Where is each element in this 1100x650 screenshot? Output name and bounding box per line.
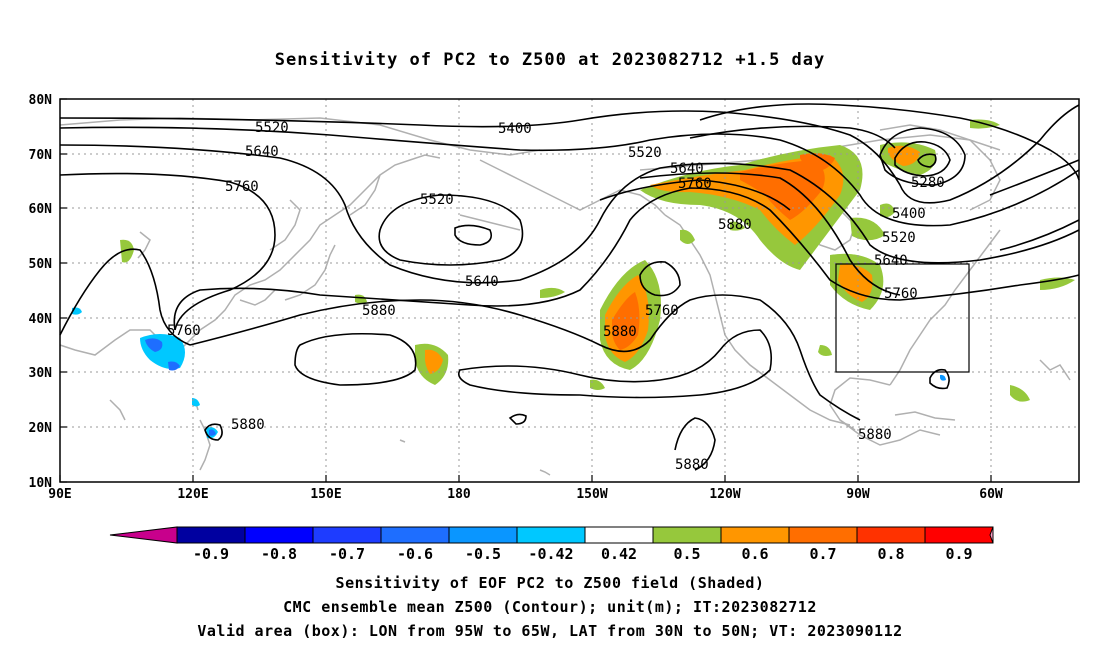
colorbar-swatch xyxy=(720,526,790,544)
contour-label: 5880 xyxy=(718,217,752,233)
contour-label: 5880 xyxy=(231,417,265,433)
map-frame xyxy=(59,98,1080,483)
colorbar-swatch xyxy=(584,526,654,544)
lat-label: 40N xyxy=(29,312,53,327)
contour-label: 5520 xyxy=(255,120,289,136)
colorbar-swatch xyxy=(380,526,450,544)
lon-label: 60W xyxy=(979,487,1003,502)
contour-label: 5760 xyxy=(167,323,201,339)
lon-label: 90E xyxy=(48,487,71,502)
contour-label: 5640 xyxy=(874,253,908,269)
contour-label: 5520 xyxy=(420,192,454,208)
latitude-labels: 80N 70N 60N 50N 40N 30N 20N 10N xyxy=(29,93,53,491)
lat-label: 70N xyxy=(29,148,53,163)
colorbar-label: -0.6 xyxy=(397,545,433,563)
contour-label: 5760 xyxy=(884,286,918,302)
colorbar-label: 0.42 xyxy=(601,545,637,563)
valid-area-box xyxy=(835,263,970,373)
lat-label: 50N xyxy=(29,257,53,272)
colorbar-label: 0.6 xyxy=(741,545,768,563)
lat-label: 20N xyxy=(29,421,53,436)
colorbar-swatch xyxy=(176,526,246,544)
colorbar-high-end xyxy=(989,526,994,544)
contour-label: 5880 xyxy=(675,457,709,473)
sensitivity-shading xyxy=(72,119,1075,439)
lat-label: 10N xyxy=(29,476,53,491)
contour-label: 5760 xyxy=(678,176,712,192)
lon-label: 120E xyxy=(177,487,208,502)
contour-label: 5880 xyxy=(362,303,396,319)
contour-label: 5760 xyxy=(645,303,679,319)
contour-labels: 5520 5400 5640 5520 5640 5760 5760 5520 … xyxy=(167,120,945,473)
colorbar-label: -0.42 xyxy=(528,545,573,563)
lon-label: 120W xyxy=(709,487,740,502)
colorbar-label: 0.5 xyxy=(673,545,700,563)
contour-label: 5400 xyxy=(498,121,532,137)
colorbar-label: -0.8 xyxy=(261,545,297,563)
colorbar-label: 0.8 xyxy=(877,545,904,563)
caption-line-3: Valid area (box): LON from 95W to 65W, L… xyxy=(197,622,903,640)
longitude-labels: 90E 120E 150E 180 150W 120W 90W 60W xyxy=(48,487,1003,502)
colorbar-label: 0.7 xyxy=(809,545,836,563)
axis-ticks xyxy=(59,98,992,483)
lat-label: 30N xyxy=(29,366,53,381)
contour-label: 5640 xyxy=(465,274,499,290)
colorbar-label: -0.9 xyxy=(193,545,229,563)
grid xyxy=(60,99,1079,482)
colorbar: -0.9 -0.8 -0.7 -0.6 -0.5 -0.42 0.42 0.5 0.6 0.7 0.… xyxy=(109,526,994,563)
colorbar-label: 0.9 xyxy=(945,545,972,563)
colorbar-swatch xyxy=(244,526,314,544)
contour-label: 5400 xyxy=(892,206,926,222)
colorbar-swatch xyxy=(924,526,994,544)
contour-label: 5520 xyxy=(882,230,916,246)
contour-label: 5880 xyxy=(858,427,892,443)
contour-label: 5520 xyxy=(628,145,662,161)
colorbar-swatch xyxy=(856,526,926,544)
colorbar-low-end xyxy=(109,526,178,544)
caption-line-1: Sensitivity of EOF PC2 to Z500 field (Sh… xyxy=(335,574,765,592)
caption-line-2: CMC ensemble mean Z500 (Contour); unit(m… xyxy=(283,598,817,616)
contour-label: 5280 xyxy=(911,175,945,191)
colorbar-swatch xyxy=(516,526,586,544)
lat-label: 60N xyxy=(29,202,53,217)
colorbar-label: -0.5 xyxy=(465,545,501,563)
colorbar-swatch xyxy=(448,526,518,544)
colorbar-swatch xyxy=(652,526,722,544)
z500-contours xyxy=(59,103,1080,471)
colorbar-swatch xyxy=(788,526,858,544)
contour-label: 5760 xyxy=(225,179,259,195)
map-title: Sensitivity of PC2 to Z500 at 2023082712… xyxy=(274,50,826,70)
contour-label: 5640 xyxy=(670,161,704,177)
lon-label: 90W xyxy=(846,487,870,502)
colorbar-label: -0.7 xyxy=(329,545,365,563)
lon-label: 150E xyxy=(310,487,341,502)
contour-label: 5640 xyxy=(245,144,279,160)
lon-label: 180 xyxy=(447,487,471,502)
contour-label: 5880 xyxy=(603,324,637,340)
lon-label: 150W xyxy=(576,487,607,502)
lat-label: 80N xyxy=(29,93,53,108)
colorbar-swatch xyxy=(312,526,382,544)
